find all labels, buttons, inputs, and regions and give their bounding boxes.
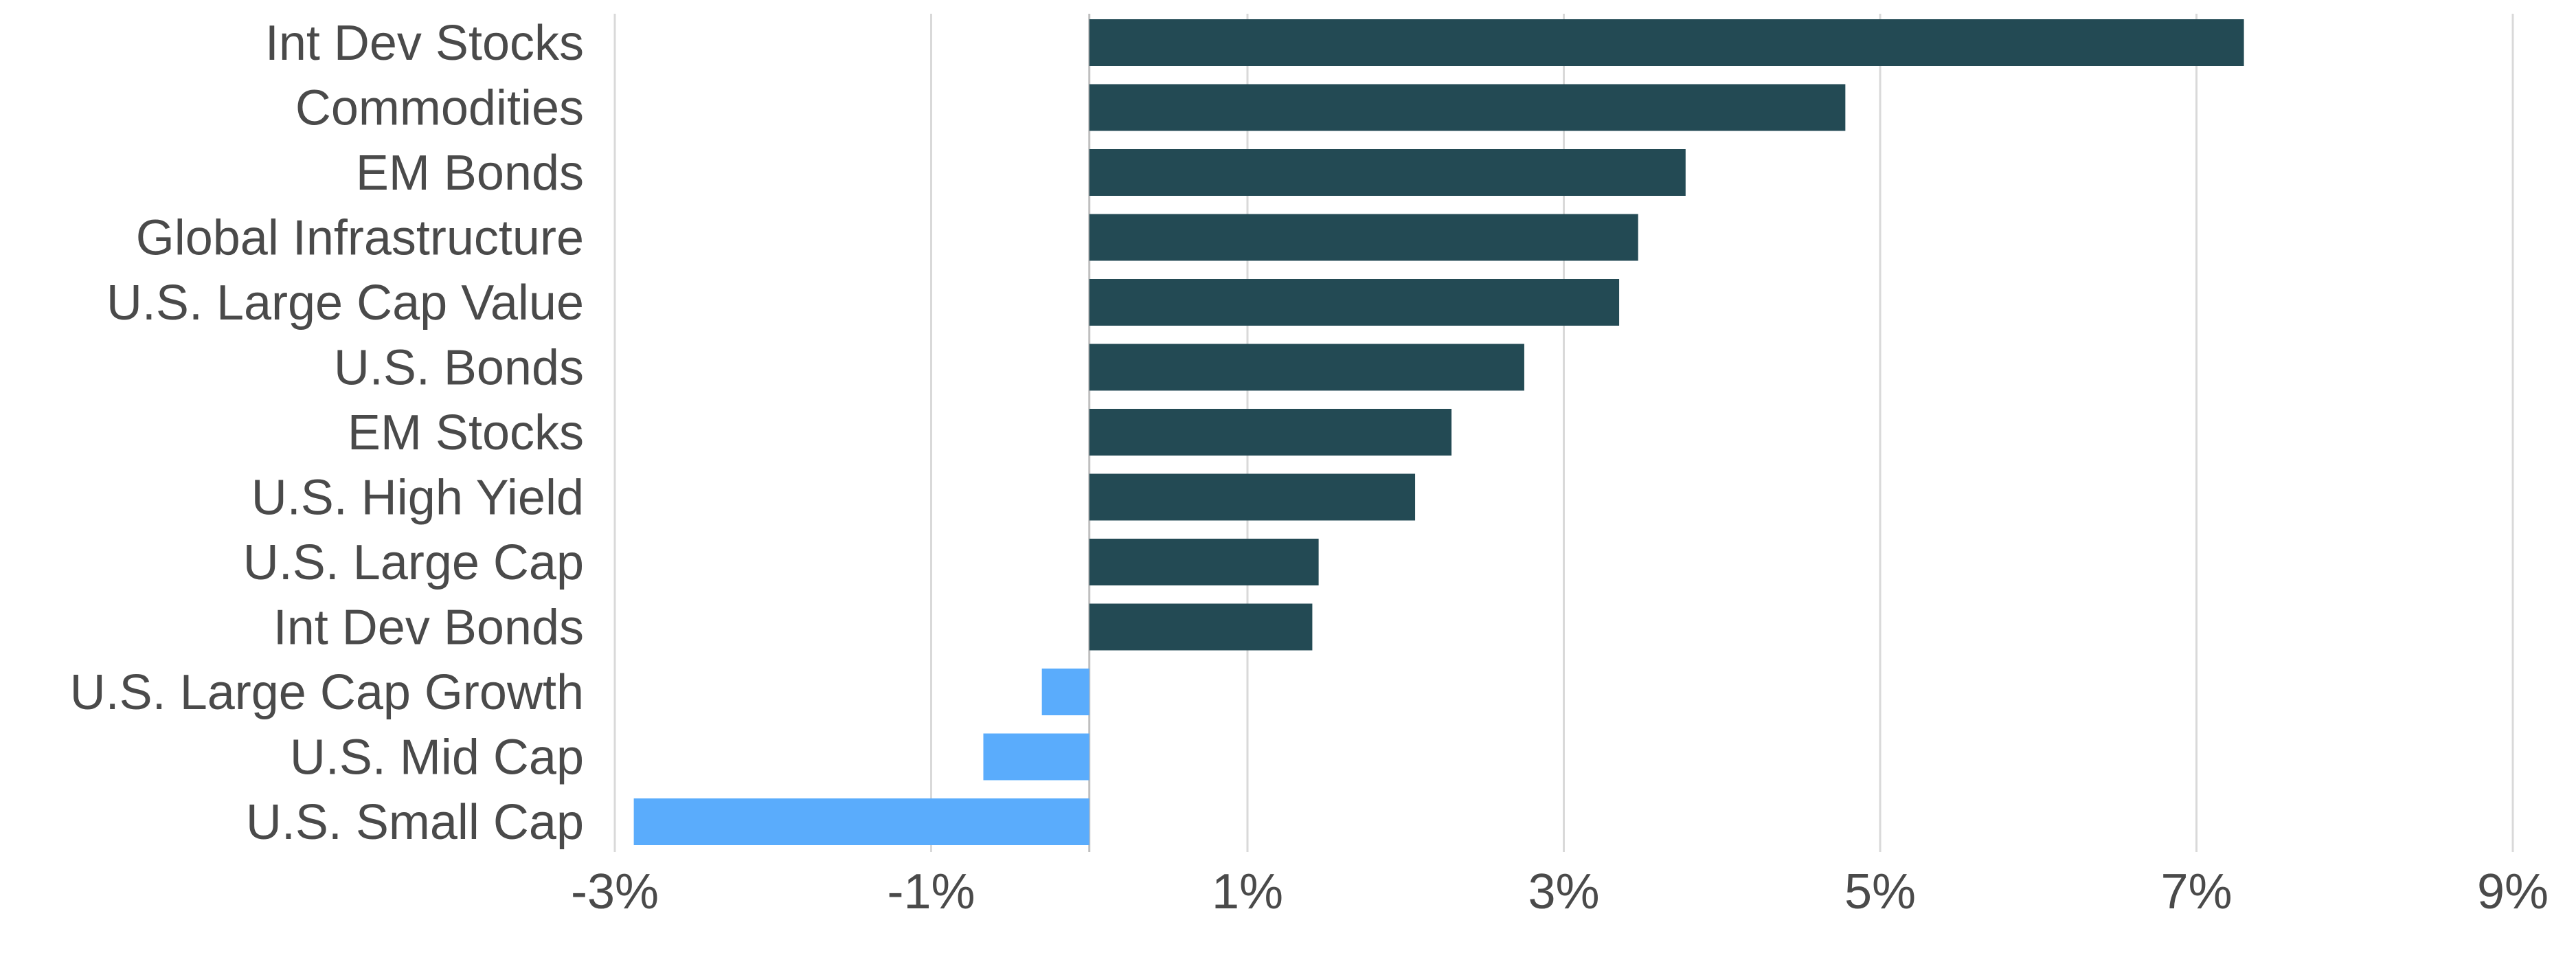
category-label: Int Dev Bonds xyxy=(273,601,584,655)
bar xyxy=(983,733,1089,781)
category-label: U.S. Large Cap Value xyxy=(106,276,584,330)
category-label: U.S. Bonds xyxy=(334,341,584,396)
category-label: U.S. Small Cap xyxy=(246,795,584,850)
category-label: EM Bonds xyxy=(356,146,584,201)
bar xyxy=(1089,473,1416,521)
category-label: EM Stocks xyxy=(348,405,584,460)
category-label: U.S. High Yield xyxy=(251,471,584,526)
bar xyxy=(1089,344,1524,391)
category-labels: Int Dev Stocks Commodities EM Bonds Global … xyxy=(70,16,584,850)
category-label: U.S. Large Cap Growth xyxy=(70,665,584,720)
bar xyxy=(633,798,1089,845)
bar xyxy=(1041,669,1089,715)
x-tick-label: 7% xyxy=(2160,864,2232,919)
bar xyxy=(1089,603,1313,651)
bar xyxy=(1089,149,1686,196)
category-label: Global Infrastructure xyxy=(136,211,584,266)
bar xyxy=(1089,539,1319,585)
bar xyxy=(1089,84,1846,131)
x-tick-label: 5% xyxy=(1844,864,1916,919)
bar xyxy=(1089,279,1620,326)
grid-layer xyxy=(613,14,2514,852)
x-tick-label: 3% xyxy=(1528,864,1599,919)
x-tick-label: -3% xyxy=(571,864,659,919)
x-tick-label: 1% xyxy=(1212,864,1283,919)
x-tick-label: 9% xyxy=(2477,864,2549,919)
x-tick-label: -1% xyxy=(887,864,975,919)
bar xyxy=(1089,214,1638,261)
category-label: Commodities xyxy=(295,81,584,136)
bar-layer xyxy=(633,19,2244,845)
category-label: U.S. Mid Cap xyxy=(290,730,584,785)
category-label: Int Dev Stocks xyxy=(265,16,584,71)
x-axis-tick-labels: -3% -1% 1% 3% 5% 7% 9% xyxy=(571,864,2549,919)
category-label: U.S. Large Cap xyxy=(243,535,584,590)
bar xyxy=(1089,19,2244,66)
bar xyxy=(1089,409,1452,456)
